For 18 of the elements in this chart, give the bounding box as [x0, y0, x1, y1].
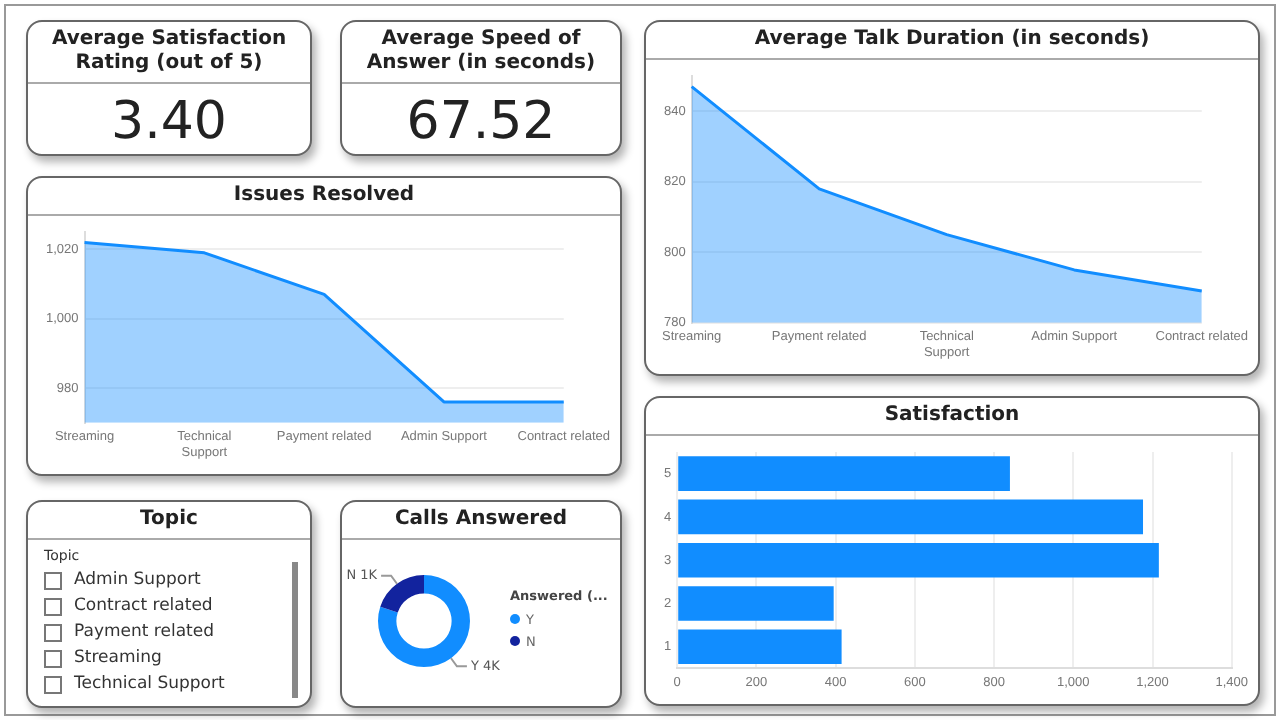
text: 67.52 — [404, 92, 558, 152]
category-label: Admin Support — [74, 570, 201, 590]
text: Average Speed of Answer (in seconds) — [342, 22, 620, 84]
category-label: Payment related — [74, 622, 214, 642]
chart-title: Average Talk Duration (in seconds) — [646, 22, 1258, 60]
chart-title: Calls Answered — [342, 502, 620, 540]
bar — [678, 499, 1144, 535]
text: Topic — [28, 502, 310, 540]
bar — [678, 456, 1010, 491]
chart-title: Issues Resolved — [28, 178, 620, 216]
chart-title: Satisfaction — [646, 398, 1258, 436]
bar — [678, 629, 842, 665]
bar — [678, 542, 1159, 578]
category-label: Contract related — [74, 596, 213, 616]
text: 3.40 — [109, 92, 229, 152]
text: Average Satisfaction Rating (out of 5) — [28, 22, 310, 84]
bar — [678, 586, 834, 621]
category-label: Streaming — [74, 648, 162, 668]
